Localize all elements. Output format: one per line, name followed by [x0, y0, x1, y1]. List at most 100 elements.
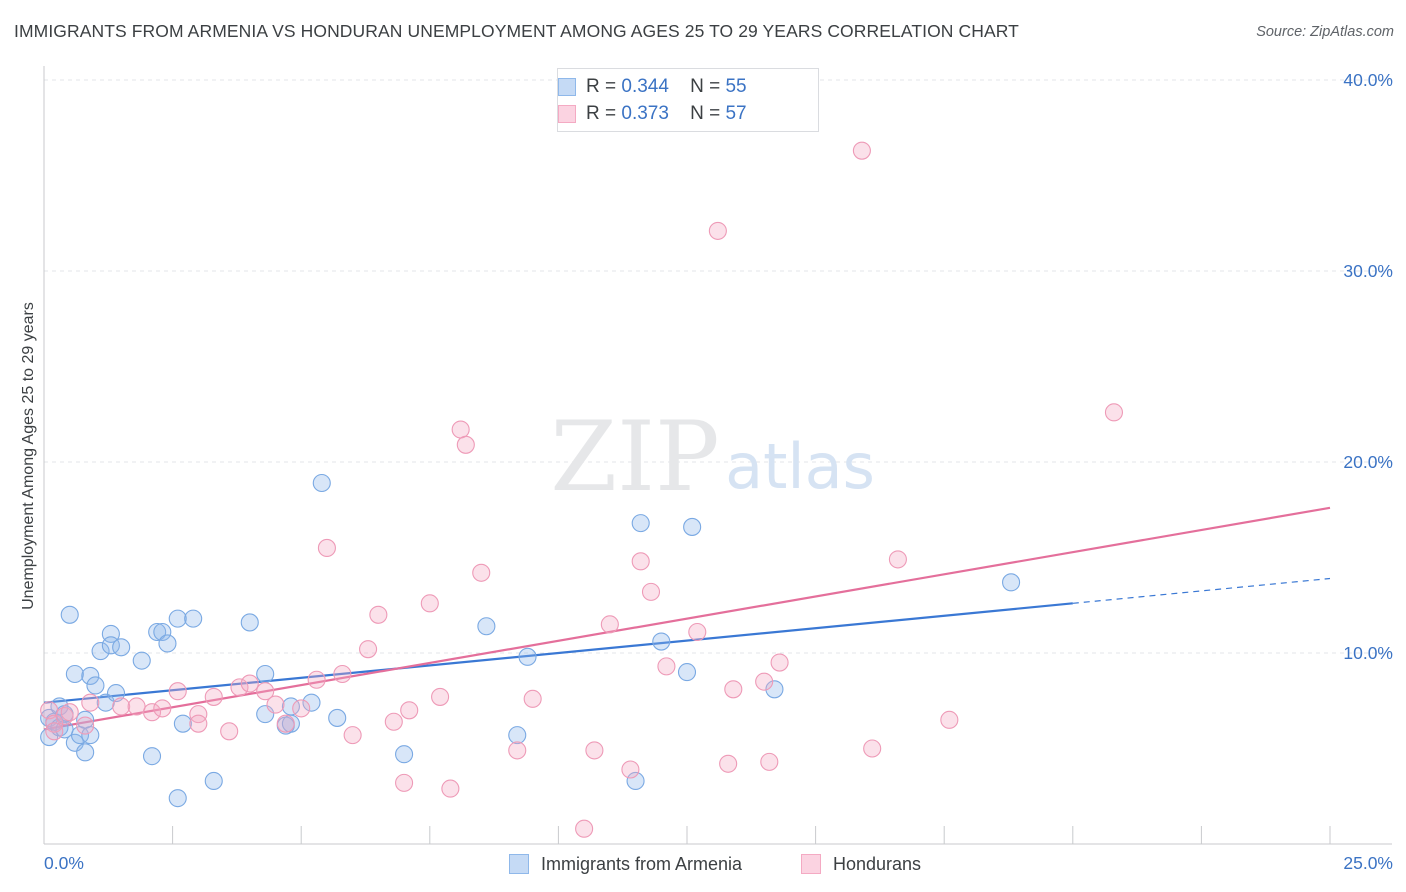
hondurans-point [333, 664, 352, 684]
armenia-point [153, 622, 172, 642]
armenia-trend-extension [1072, 577, 1331, 604]
hondurans-point [508, 741, 527, 760]
armenia-point [652, 632, 671, 651]
bottom-legend-swatch-armenia [509, 854, 529, 874]
hondurans-point [760, 752, 779, 771]
hondurans-point [266, 695, 285, 714]
armenia-point [477, 617, 496, 636]
hondurans-point [451, 420, 470, 439]
armenia-point [328, 708, 347, 727]
legend-n-label: N = [690, 76, 721, 97]
bottom-legend-swatch-hondurans [801, 854, 821, 874]
tick-labels: 10.0% 20.0% 30.0% 40.0% 0.0% 25.0% [44, 70, 1393, 873]
hondurans-point [45, 722, 64, 741]
chart-title: IMMIGRANTS FROM ARMENIA VS HONDURAN UNEM… [14, 21, 1019, 41]
legend-r-label: R = [586, 76, 617, 97]
hondurans-point [472, 563, 491, 582]
hondurans-point [153, 699, 172, 718]
legend-r-value: 0.344 [621, 76, 669, 97]
armenia-point [168, 609, 187, 628]
bottom-legend-hondurans: Hondurans [801, 852, 921, 876]
armenia-point [281, 714, 300, 733]
armenia-point [256, 664, 275, 684]
hondurans-point [852, 141, 871, 160]
legend-row-armenia: R = 0.344 N = 55 [558, 75, 747, 99]
watermark-zip: ZIP [550, 401, 719, 513]
hondurans-point [431, 687, 450, 706]
armenia-trend-line [43, 602, 1073, 704]
hondurans-point [112, 697, 131, 716]
hondurans-point [230, 678, 249, 697]
watermark-atlas: atlas [725, 430, 875, 503]
hondurans-point [81, 693, 100, 712]
hondurans-point [395, 773, 414, 792]
bottom-legend-label-hondurans: Hondurans [833, 853, 922, 874]
armenia-point [1002, 573, 1021, 592]
hondurans-trend-line [43, 506, 1331, 731]
armenia-point [86, 676, 105, 695]
hondurans-point [204, 687, 223, 706]
grid-lines [44, 79, 1392, 654]
legend-n-label: N = [690, 103, 721, 124]
y-tick-label: 10.0% [1343, 643, 1393, 663]
armenia-point [765, 680, 784, 699]
legend-n-value: 55 [725, 76, 747, 97]
hondurans-point [45, 714, 64, 733]
hondurans-point [369, 605, 388, 624]
hondurans-point [292, 699, 311, 718]
hondurans-point [142, 703, 162, 722]
hondurans-point [420, 594, 439, 613]
hondurans-point [220, 722, 239, 741]
bottom-legend-label-armenia: Immigrants from Armenia [541, 853, 743, 874]
watermark: ZIP atlas [550, 401, 875, 513]
hondurans-point [317, 538, 336, 558]
legend-swatch-hondurans [558, 105, 576, 123]
armenia-point [112, 638, 131, 657]
hondurans-point [456, 435, 475, 454]
hondurans-point [384, 712, 403, 731]
legend-row-hondurans: R = 0.373 N = 57 [558, 102, 747, 126]
hondurans-point [127, 697, 146, 716]
hondurans-point [585, 741, 604, 760]
hondurans-point [600, 615, 619, 634]
hondurans-point [1104, 403, 1124, 422]
source-label: Source: ZipAtlas.com [1256, 24, 1394, 40]
correlation-legend: R = 0.344 N = 55 R = 0.373 N = 57 [557, 68, 819, 132]
armenia-point [677, 663, 697, 682]
armenia-point [60, 605, 79, 624]
hondurans-point [631, 552, 650, 571]
trend-lines [43, 506, 1331, 731]
hondurans-point [755, 672, 774, 691]
y-tick-label: 30.0% [1343, 261, 1393, 281]
hondurans-point [240, 674, 259, 693]
armenia-point [132, 651, 151, 670]
armenia-point [65, 664, 84, 684]
armenia-point [302, 693, 321, 712]
hondurans-point [60, 703, 79, 722]
hondurans-point [641, 582, 661, 601]
armenia-point [683, 517, 702, 536]
armenia-point [148, 622, 167, 642]
y-axis-label: Unemployment Among Ages 25 to 29 years [20, 302, 37, 610]
hondurans-point [575, 819, 594, 838]
armenia-point [142, 747, 162, 766]
hondurans-point [888, 550, 907, 569]
legend-swatch-armenia [558, 78, 576, 96]
data-points [40, 141, 1124, 838]
y-tick-label: 20.0% [1343, 452, 1393, 472]
armenia-point [76, 743, 95, 762]
armenia-point [91, 642, 110, 661]
legend-n-value: 57 [725, 103, 747, 124]
armenia-point [312, 473, 331, 493]
hondurans-point [441, 779, 460, 798]
hondurans-point [400, 701, 419, 720]
hondurans-point [76, 716, 95, 735]
armenia-point [240, 613, 259, 632]
armenia-point [204, 771, 223, 791]
armenia-point [508, 726, 527, 745]
hondurans-point [863, 739, 882, 758]
armenia-point [395, 745, 414, 764]
hondurans-point [189, 705, 208, 724]
hondurans-point [307, 670, 326, 689]
